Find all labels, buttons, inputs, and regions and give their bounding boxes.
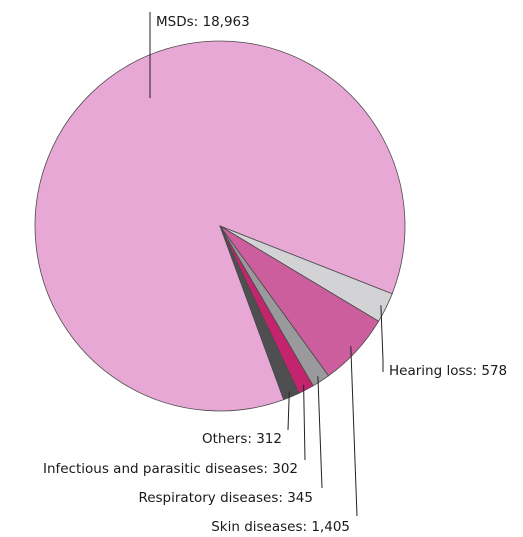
pie-slices xyxy=(34,40,406,412)
label-infectious-parasitic: Infectious and parasitic diseases: 302 xyxy=(43,461,298,477)
slice-others xyxy=(219,225,300,401)
label-hearing-loss: Hearing loss: 578 xyxy=(389,363,507,379)
label-msds: MSDs: 18,963 xyxy=(156,14,250,30)
leader-infectious-parasitic xyxy=(303,384,306,461)
leader-respiratory xyxy=(317,376,323,489)
leader-others xyxy=(287,391,290,431)
label-respiratory: Respiratory diseases: 345 xyxy=(138,490,313,506)
leader-lines xyxy=(149,12,384,517)
label-others: Others: 312 xyxy=(202,431,282,447)
leader-skin-diseases xyxy=(350,346,358,517)
label-skin-diseases: Skin diseases: 1,405 xyxy=(211,519,350,535)
leader-hearing-loss xyxy=(380,305,384,372)
